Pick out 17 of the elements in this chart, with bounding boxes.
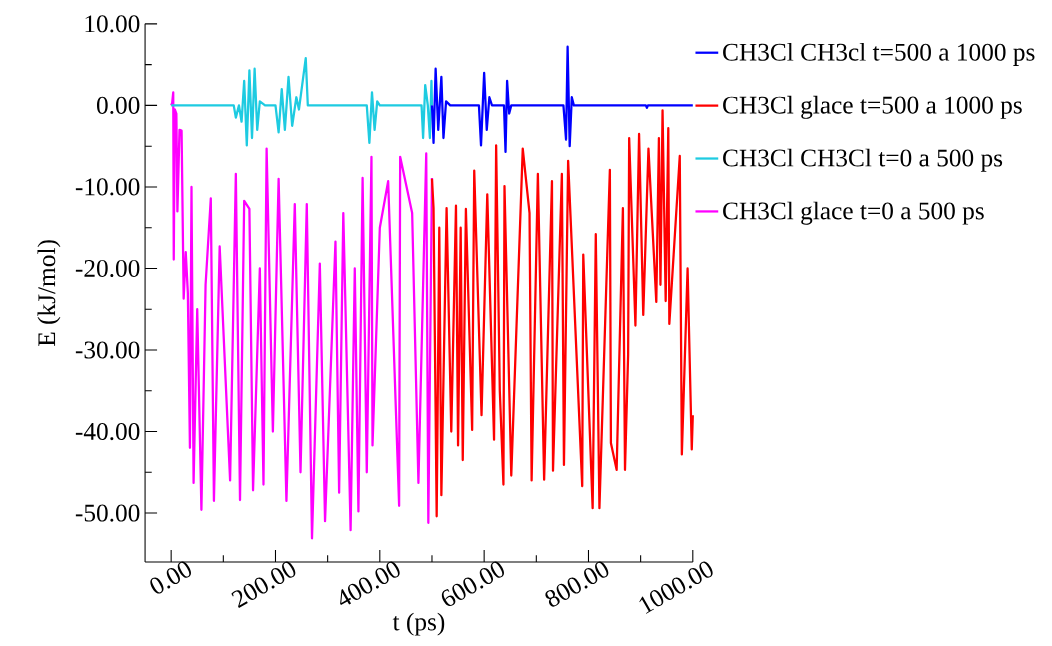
line-series: [170, 91, 434, 540]
y-tick-label: -10.00: [75, 178, 140, 196]
line-series: [430, 45, 694, 154]
y-tick-label: -30.00: [75, 341, 140, 359]
x-axis-title: t (ps): [392, 612, 445, 636]
y-tick-label: 0.00: [96, 96, 140, 114]
y-tick-label: -40.00: [75, 422, 140, 441]
legend-label: CH3Cl glace t=0 a 500 ps: [723, 201, 984, 225]
y-axis-title: E (kJ/mol): [37, 240, 61, 347]
y-tick-label: 10.00: [85, 15, 140, 33]
legend-label: CH3Cl CH3Cl t=0 a 500 ps: [723, 148, 1003, 172]
x-tick-label: 0.00: [150, 561, 192, 594]
line-series: [430, 109, 694, 518]
y-tick-label: -50.00: [75, 504, 140, 522]
legend-label: CH3Cl glace t=500 a 1000 ps: [723, 95, 1022, 119]
y-tick-label: -20.00: [75, 259, 140, 278]
legend-label: CH3Cl CH3cl t=500 a 1000 ps: [723, 42, 1035, 66]
